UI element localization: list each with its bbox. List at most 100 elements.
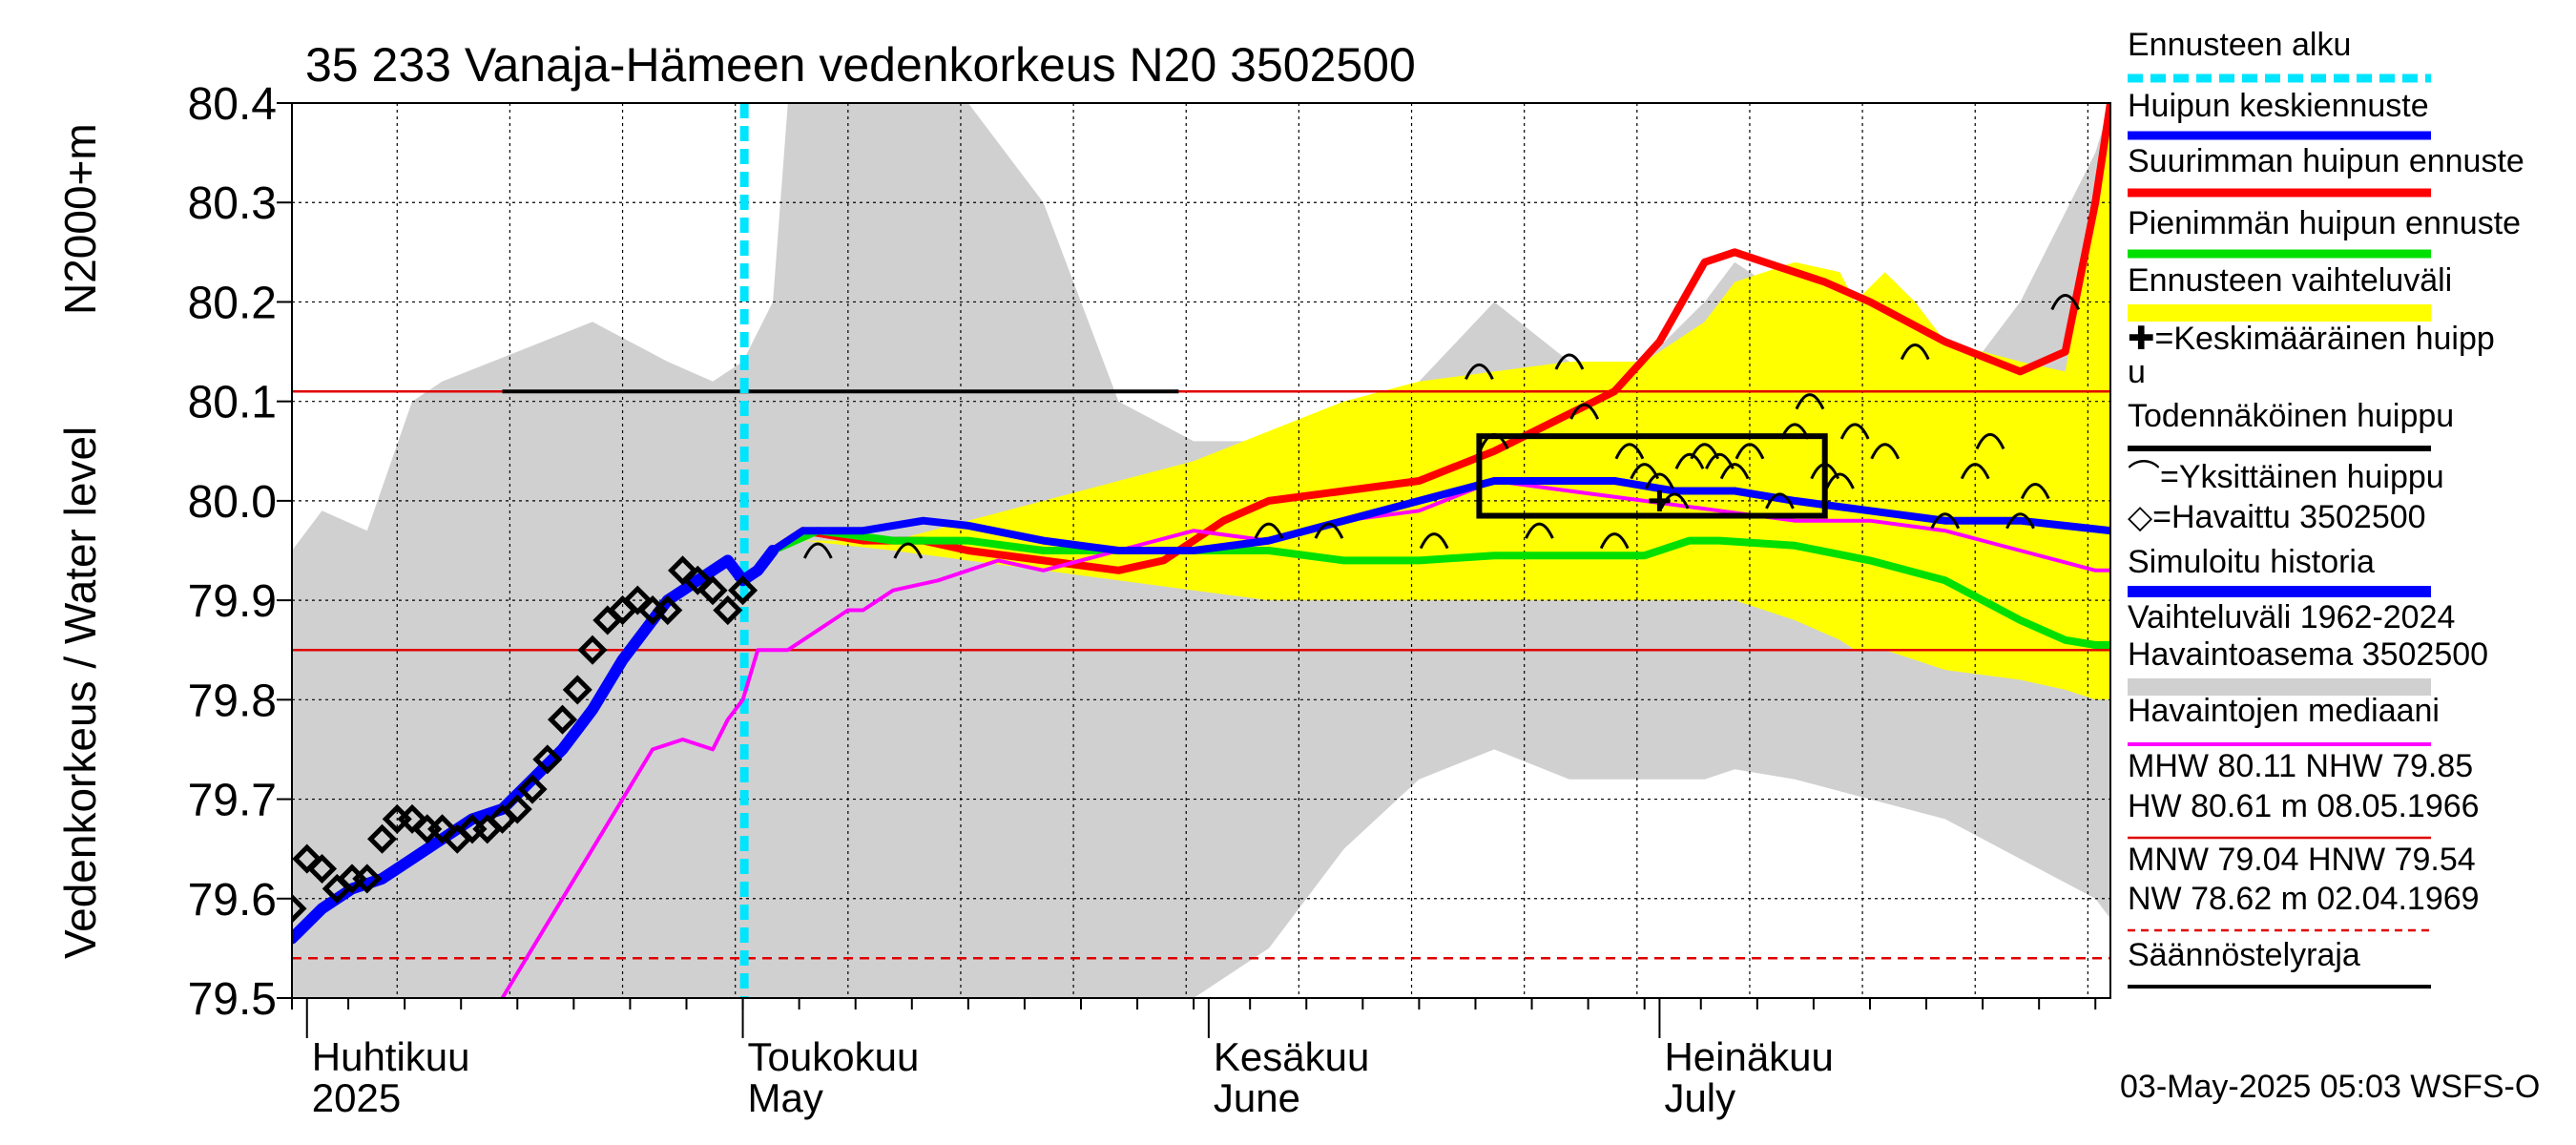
axis-layer: 80.4 80.3 80.2 80.1 80.0 79.9 79.8 79.7 79.6 79.5… [188, 79, 2111, 1120]
observed-point [532, 744, 563, 775]
single-peak-marker [2005, 512, 2035, 530]
observed-point [713, 594, 743, 626]
single-peak-marker [1870, 443, 1901, 460]
observed-point [562, 675, 592, 705]
legend-label: Pienimmän huipun ennuste [2128, 205, 2521, 241]
single-peak-marker [1599, 532, 1630, 550]
marker-layer [292, 293, 2081, 924]
single-peak-marker [1960, 463, 1990, 480]
single-peak-marker [1825, 472, 1855, 489]
observed-point [728, 575, 758, 606]
legend-label: NW 78.62 m 02.04.1969 [2128, 881, 2480, 917]
single-peak-marker [1930, 512, 1961, 530]
single-peak-marker [1795, 393, 1825, 410]
single-peak-marker [1645, 472, 1674, 489]
single-peak-marker [1614, 443, 1645, 460]
x-month-sublabel: June [1214, 1075, 1300, 1120]
y-tick-label: 80.2 [188, 278, 277, 328]
y-tick-label: 79.9 [188, 576, 277, 627]
single-peak-marker [1839, 423, 1870, 440]
observed-point [668, 555, 698, 586]
legend-label: Säännöstelyraja [2128, 937, 2360, 973]
single-peak-marker [1254, 522, 1284, 539]
observed-point [697, 575, 728, 606]
x-month-label: Heinäkuu [1664, 1034, 1833, 1079]
y-tick-label: 79.6 [188, 875, 277, 926]
x-month-label: Kesäkuu [1214, 1034, 1369, 1079]
legend-label: ◇=Havaittu 3502500 [2128, 499, 2426, 535]
y-axis-label: Vedenkorkeus / Water level [55, 427, 105, 959]
reference-lines-layer [292, 103, 2110, 998]
legend-label: Simuloitu historia [2128, 544, 2375, 580]
legend-label: ⌒=Yksittäinen huippu [2128, 459, 2444, 495]
single-peak-marker [1900, 344, 1930, 361]
single-peak-marker [802, 542, 833, 559]
legend-label: Ennusteen vaihteluväli [2128, 262, 2452, 299]
x-month-label: Toukokuu [748, 1034, 920, 1079]
observed-point [653, 594, 683, 626]
series-line-0 [769, 103, 2110, 574]
series-line-4 [292, 545, 779, 945]
legend-label: HW 80.61 m 08.05.1966 [2128, 788, 2480, 824]
observed-point [292, 893, 307, 924]
observed-point [502, 794, 532, 824]
single-peak-marker [2050, 293, 2081, 311]
legend-label: ✚=Keskimääräinen huipp [2128, 321, 2495, 357]
single-peak-marker [1465, 363, 1494, 381]
observed-point [548, 704, 578, 735]
series-line-2 [500, 479, 2110, 998]
single-peak-marker [2020, 483, 2050, 500]
single-peak-marker [1674, 452, 1705, 469]
y-tick-label: 80.3 [188, 178, 277, 229]
legend-label: Huipun keskiennuste [2128, 88, 2429, 124]
chart-title: 35 233 Vanaja-Hämeen vedenkorkeus N20 35… [305, 38, 1416, 92]
series-line-3 [769, 477, 2110, 554]
mean-peak-marker [1649, 489, 1671, 511]
observed-point [517, 774, 548, 804]
legend-label: MNW 79.04 HNW 79.54 [2128, 842, 2476, 878]
y-tick-label: 80.0 [188, 477, 277, 528]
observed-point [426, 814, 458, 844]
series-layer [292, 103, 2110, 998]
legend-label: Todennäköinen huippu [2128, 398, 2454, 434]
y-axis-unit: N2000+m [55, 123, 105, 315]
observed-point [577, 635, 608, 665]
x-month-sublabel: 2025 [312, 1075, 401, 1120]
legend-label: Suurimman huipun ennuste [2128, 143, 2524, 179]
single-peak-marker [1659, 492, 1690, 510]
y-tick-label: 79.8 [188, 676, 277, 726]
x-month-label: Huhtikuu [312, 1034, 470, 1079]
y-tick-label: 79.7 [188, 776, 277, 826]
y-tick-label: 79.5 [188, 974, 277, 1025]
y-tick-label: 80.4 [188, 79, 277, 130]
single-peak-marker [1765, 492, 1795, 510]
single-peak-marker [1719, 463, 1750, 480]
observed-point [397, 803, 427, 834]
legend-label: u [2128, 354, 2146, 390]
observed-point [682, 565, 713, 595]
single-peak-marker [1975, 432, 2005, 450]
legend-label: Vaihteluväli 1962-2024 [2128, 599, 2455, 635]
plot-frame [291, 102, 2111, 999]
legend-label: Havaintojen mediaani [2128, 693, 2440, 729]
probable-peak-box [1476, 433, 1828, 519]
single-peak-marker [893, 542, 924, 559]
single-peak-marker [1554, 353, 1585, 370]
legend-label: Ennusteen alku [2128, 27, 2351, 63]
observed-point [352, 864, 383, 894]
legend-label: Havaintoasema 3502500 [2128, 636, 2488, 673]
legend: Ennusteen alku Huipun keskiennuste Suurimm… [2128, 27, 2524, 989]
single-peak-marker [1314, 522, 1344, 539]
legend-label: MHW 80.11 NHW 79.85 [2128, 748, 2473, 784]
single-peak-marker [1525, 522, 1554, 539]
observed-point [366, 823, 398, 854]
series-line-1 [769, 527, 2110, 649]
observed-point [292, 843, 322, 874]
y-tick-label: 80.1 [188, 378, 277, 428]
observed-point [622, 585, 653, 615]
x-month-sublabel: May [748, 1075, 823, 1120]
footer-timestamp: 03-May-2025 05:03 WSFS-O [2120, 1069, 2540, 1105]
x-month-sublabel: July [1664, 1075, 1735, 1120]
single-peak-marker [1735, 443, 1765, 460]
